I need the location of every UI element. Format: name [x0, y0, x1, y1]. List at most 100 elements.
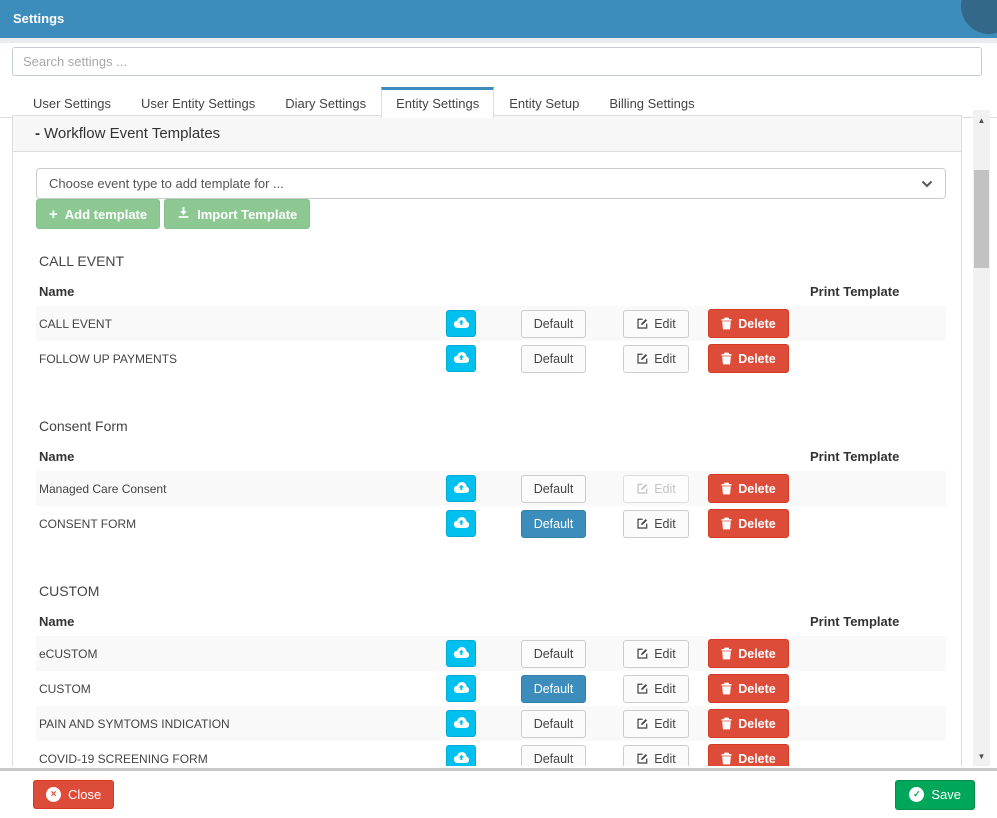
add-template-button[interactable]: + Add template — [36, 199, 161, 229]
template-name: FOLLOW UP PAYMENTS — [39, 351, 178, 366]
scrollbar-thumb[interactable] — [974, 170, 989, 268]
delete-button[interactable]: Delete — [708, 309, 789, 338]
cloud-upload-icon — [452, 715, 470, 732]
search-bar — [0, 43, 997, 76]
default-button[interactable]: Default — [520, 639, 587, 668]
section-title: CALL EVENT — [39, 253, 125, 269]
import-template-button[interactable]: Import Template — [164, 199, 311, 229]
edit-button[interactable]: Edit — [623, 309, 689, 338]
scroll-down-arrow-icon[interactable]: ▼ — [977, 751, 986, 761]
trash-icon — [721, 717, 732, 730]
edit-button[interactable]: Edit — [623, 474, 689, 503]
cloud-upload-icon — [452, 350, 470, 367]
page-title: Settings — [13, 11, 65, 26]
tab-user-settings[interactable]: User Settings — [33, 96, 112, 111]
edit-button[interactable]: Edit — [623, 744, 689, 766]
edit-pencil-icon — [636, 517, 649, 530]
upload-print-template-button[interactable] — [446, 510, 476, 537]
chevron-down-icon — [921, 176, 933, 191]
table-header-row: Name Print Template — [36, 614, 946, 636]
save-button[interactable]: ✓ Save — [895, 779, 975, 810]
upload-print-template-button[interactable] — [446, 675, 476, 702]
trash-icon — [721, 317, 732, 330]
edit-pencil-icon — [636, 317, 649, 330]
template-name: Managed Care Consent — [39, 481, 167, 496]
edit-pencil-icon — [636, 352, 649, 365]
tab-entity-settings[interactable]: Entity Settings — [381, 87, 495, 118]
default-button[interactable]: Default — [520, 509, 587, 538]
upload-print-template-button[interactable] — [446, 475, 476, 502]
edit-pencil-icon — [636, 717, 649, 730]
search-input[interactable] — [12, 47, 982, 76]
default-button[interactable]: Default — [520, 344, 587, 373]
table-row: CALL EVENT Default — [36, 306, 946, 341]
column-print-header: Print Template — [810, 449, 900, 464]
delete-button[interactable]: Delete — [708, 639, 789, 668]
plus-icon: + — [49, 205, 58, 223]
delete-button[interactable]: Delete — [708, 474, 789, 503]
default-button[interactable]: Default — [520, 744, 587, 766]
default-button[interactable]: Default — [520, 709, 587, 738]
section-rows: eCUSTOM Default — [36, 636, 946, 766]
close-label: Close — [68, 787, 102, 802]
trash-icon — [721, 352, 732, 365]
vertical-scrollbar[interactable]: ▲ ▼ — [973, 110, 990, 766]
cloud-upload-icon — [452, 480, 470, 497]
trash-icon — [721, 752, 732, 765]
default-button[interactable]: Default — [520, 674, 587, 703]
section-title: Consent Form — [39, 418, 128, 434]
table-row: COVID-19 SCREENING FORM Default — [36, 741, 946, 766]
collapse-indicator[interactable]: - — [35, 125, 40, 142]
delete-button[interactable]: Delete — [708, 509, 789, 538]
template-name: eCUSTOM — [39, 646, 98, 661]
delete-button[interactable]: Delete — [708, 344, 789, 373]
table-row: CONSENT FORM Default — [36, 506, 946, 541]
edit-pencil-icon — [636, 682, 649, 695]
edit-button[interactable]: Edit — [623, 709, 689, 738]
delete-button[interactable]: Delete — [708, 709, 789, 738]
delete-label: Delete — [738, 681, 776, 696]
upload-print-template-button[interactable] — [446, 710, 476, 737]
section-rows: Managed Care Consent Default — [36, 471, 946, 541]
delete-label: Delete — [738, 646, 776, 661]
table-row: eCUSTOM Default — [36, 636, 946, 671]
delete-button[interactable]: Delete — [708, 744, 789, 766]
save-label: Save — [931, 787, 961, 802]
tab-entity-setup[interactable]: Entity Setup — [509, 96, 580, 111]
table-row: CUSTOM Default — [36, 671, 946, 706]
delete-label: Delete — [738, 351, 776, 366]
tab-billing-settings[interactable]: Billing Settings — [609, 96, 695, 111]
edit-label: Edit — [654, 481, 676, 496]
edit-button[interactable]: Edit — [623, 639, 689, 668]
column-name-header: Name — [39, 614, 75, 629]
edit-label: Edit — [654, 681, 676, 696]
delete-button[interactable]: Delete — [708, 674, 789, 703]
template-sections: CALL EVENT Name Print Template CALL EVEN… — [36, 253, 946, 766]
cloud-upload-icon — [452, 680, 470, 697]
column-name-header: Name — [39, 449, 75, 464]
default-button[interactable]: Default — [520, 309, 587, 338]
cloud-upload-icon — [452, 315, 470, 332]
upload-print-template-button[interactable] — [446, 345, 476, 372]
upload-print-template-button[interactable] — [446, 640, 476, 667]
edit-button[interactable]: Edit — [623, 509, 689, 538]
upload-print-template-button[interactable] — [446, 745, 476, 766]
panel-title: Workflow Event Templates — [44, 125, 221, 142]
tab-user-entity-settings[interactable]: User Entity Settings — [141, 96, 256, 111]
edit-button[interactable]: Edit — [623, 344, 689, 373]
upload-print-template-button[interactable] — [446, 310, 476, 337]
delete-label: Delete — [738, 716, 776, 731]
close-circle-icon: × — [46, 787, 61, 802]
scroll-up-arrow-icon[interactable]: ▲ — [977, 115, 986, 125]
cloud-upload-icon — [452, 515, 470, 532]
panel-header[interactable]: - Workflow Event Templates — [13, 116, 961, 152]
close-button[interactable]: × Close — [33, 780, 115, 809]
template-section: Consent Form Name Print Template Managed… — [36, 418, 946, 541]
event-type-select[interactable]: Choose event type to add template for ..… — [36, 168, 946, 199]
template-name: CALL EVENT — [39, 316, 112, 331]
footer-bar: × Close ✓ Save — [0, 768, 997, 818]
edit-button[interactable]: Edit — [623, 674, 689, 703]
default-button[interactable]: Default — [520, 474, 587, 503]
tab-diary-settings[interactable]: Diary Settings — [285, 96, 367, 111]
trash-icon — [721, 482, 732, 495]
